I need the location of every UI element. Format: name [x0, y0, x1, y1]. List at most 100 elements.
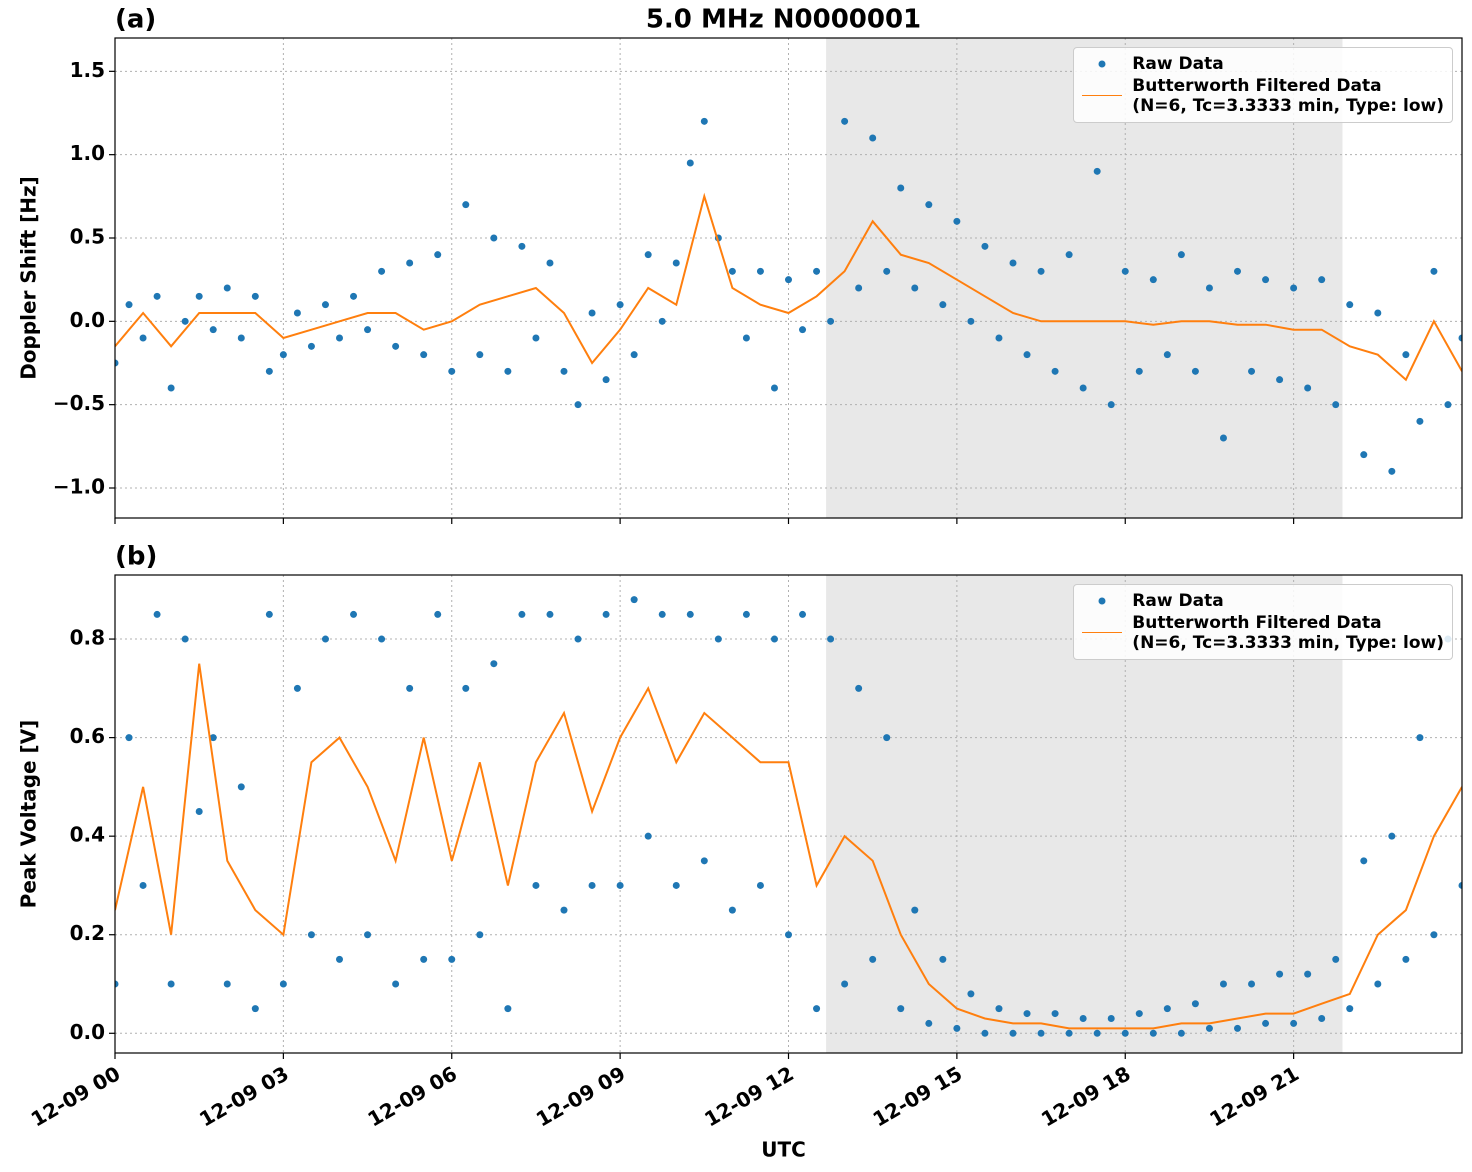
raw-point: [1444, 401, 1452, 409]
raw-point: [742, 610, 750, 618]
raw-point: [181, 635, 189, 643]
raw-point: [841, 117, 849, 125]
raw-point: [420, 955, 428, 963]
raw-point: [1416, 417, 1424, 425]
raw-point: [1248, 980, 1256, 988]
raw-point: [644, 832, 652, 840]
raw-point: [350, 292, 358, 300]
plot-area: [115, 117, 1462, 475]
raw-point: [588, 309, 596, 317]
y-tick-label: 0.0: [70, 1020, 105, 1044]
chart-title: 5.0 MHz N0000001: [646, 5, 921, 35]
raw-point: [223, 284, 231, 292]
legend-label: Butterworth Filtered Data (N=6, Tc=3.333…: [1132, 76, 1444, 116]
raw-point: [434, 251, 442, 259]
raw-point: [1360, 451, 1368, 459]
raw-point: [799, 326, 807, 334]
raw-point: [897, 184, 905, 192]
raw-point: [1430, 931, 1438, 939]
x-tick-label: 12-09 12: [700, 1061, 798, 1131]
y-tick-label: −0.5: [53, 391, 105, 415]
raw-point: [195, 808, 203, 816]
raw-point: [574, 635, 582, 643]
raw-point: [434, 610, 442, 618]
legend-label: Raw Data: [1132, 591, 1224, 611]
raw-point: [841, 980, 849, 988]
raw-point: [223, 980, 231, 988]
raw-point: [115, 980, 119, 988]
raw-point: [1416, 734, 1424, 742]
y-tick-label: 1.0: [70, 141, 105, 165]
y-tick-label: 0.8: [70, 626, 105, 650]
raw-point: [307, 342, 315, 350]
raw-point: [869, 955, 877, 963]
raw-point: [115, 359, 119, 367]
raw-point: [1051, 1010, 1059, 1018]
raw-point: [1304, 970, 1312, 978]
raw-point: [462, 684, 470, 692]
raw-point: [1318, 276, 1326, 284]
raw-point: [125, 301, 133, 309]
x-tick-label: 12-09 03: [195, 1061, 293, 1131]
legend-entry: Raw Data: [1082, 54, 1444, 74]
raw-point: [336, 334, 343, 342]
raw-point: [1177, 1029, 1185, 1037]
raw-point: [265, 367, 273, 375]
raw-point: [546, 610, 554, 618]
raw-point: [125, 734, 133, 742]
raw-point: [448, 367, 456, 375]
raw-point: [700, 857, 708, 865]
raw-point: [532, 881, 540, 889]
raw-point: [1332, 401, 1340, 409]
raw-point: [672, 259, 680, 267]
legend-marker: [1098, 597, 1106, 605]
raw-point: [1290, 1019, 1298, 1027]
raw-point: [1023, 351, 1031, 359]
legend-swatch: [1082, 95, 1123, 96]
raw-point: [1121, 267, 1129, 275]
raw-point: [925, 1019, 933, 1027]
raw-point: [1093, 167, 1101, 175]
raw-point: [378, 267, 386, 275]
plot-area: [115, 596, 1462, 1037]
x-tick-label: 12-09 18: [1037, 1061, 1135, 1131]
raw-point: [995, 1005, 1003, 1013]
legend: Raw Data Butterworth Filtered Data (N=6, …: [1073, 584, 1453, 660]
raw-point: [1402, 955, 1410, 963]
legend-swatch: [1082, 632, 1123, 633]
raw-point: [1276, 970, 1284, 978]
raw-point: [1079, 1015, 1087, 1023]
filtered-line: [115, 663, 1462, 1030]
raw-point: [518, 610, 526, 618]
raw-point: [1037, 1029, 1045, 1037]
panel-label: (b): [115, 542, 157, 572]
raw-point: [560, 367, 568, 375]
raw-point: [1065, 251, 1073, 259]
raw-point: [1248, 367, 1256, 375]
x-tick-label: 12-09 09: [532, 1061, 630, 1131]
raw-point: [406, 259, 414, 267]
raw-point: [869, 134, 877, 142]
raw-point: [770, 635, 778, 643]
raw-point: [1332, 955, 1340, 963]
raw-point: [644, 251, 652, 259]
raw-point: [1234, 267, 1241, 275]
raw-point: [981, 242, 989, 250]
x-axis-label: UTC: [761, 1138, 806, 1162]
raw-point: [153, 292, 161, 300]
raw-point: [1121, 1029, 1129, 1037]
raw-point: [1107, 1015, 1115, 1023]
raw-point: [995, 334, 1003, 342]
raw-point: [785, 276, 792, 284]
raw-point: [265, 610, 273, 618]
x-tick-label: 12-09 06: [363, 1061, 461, 1131]
raw-point: [855, 684, 863, 692]
raw-point: [1360, 857, 1368, 865]
raw-point: [1205, 284, 1213, 292]
raw-point: [1388, 467, 1396, 475]
raw-point: [1234, 1024, 1241, 1032]
x-tick-label: 12-09 15: [869, 1061, 967, 1131]
legend-swatch: [1098, 597, 1106, 605]
raw-point: [392, 980, 400, 988]
